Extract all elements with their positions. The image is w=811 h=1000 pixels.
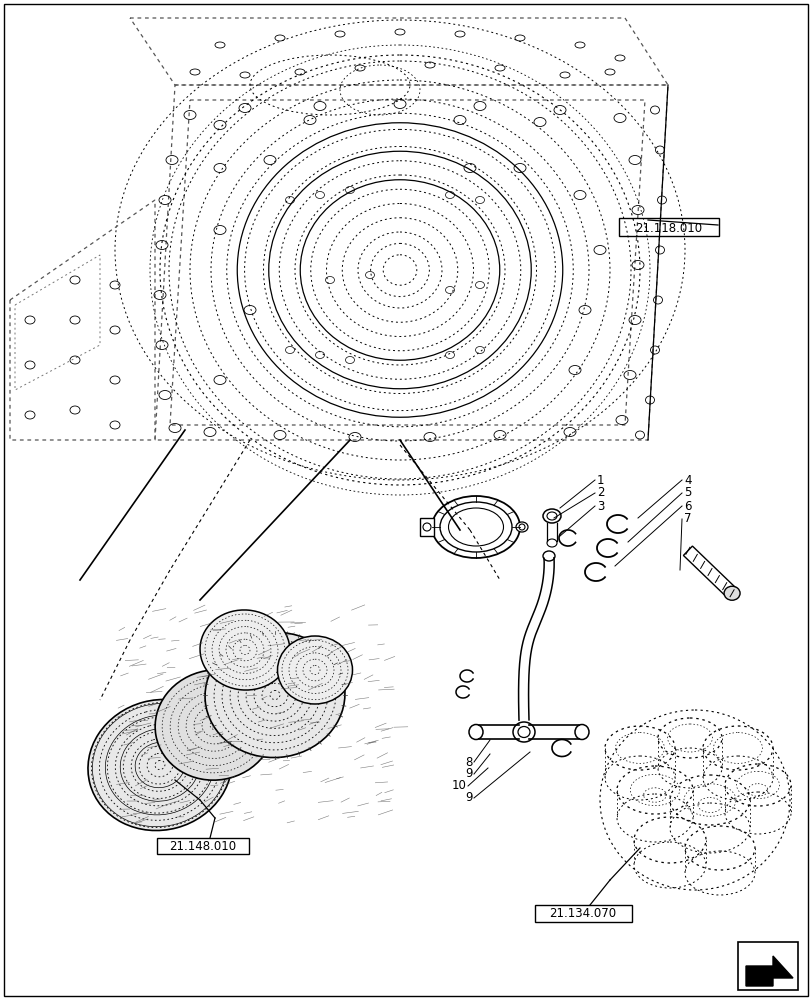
Text: 9: 9 (465, 767, 473, 780)
Ellipse shape (513, 722, 534, 742)
Text: 3: 3 (596, 499, 603, 512)
Ellipse shape (469, 724, 483, 740)
Ellipse shape (574, 724, 588, 740)
Text: 1: 1 (596, 474, 603, 487)
Ellipse shape (277, 636, 352, 704)
Bar (737, 942, 797, 990)
Ellipse shape (205, 632, 345, 758)
Bar (157, 838, 249, 854)
Text: 6: 6 (683, 499, 691, 512)
Ellipse shape (200, 610, 290, 690)
Ellipse shape (155, 670, 274, 780)
Bar (534, 905, 631, 922)
Ellipse shape (88, 699, 232, 831)
Text: 21.134.070: 21.134.070 (549, 907, 616, 920)
Text: 8: 8 (465, 756, 473, 768)
Bar (618, 218, 718, 236)
Polygon shape (745, 956, 792, 986)
Ellipse shape (723, 586, 739, 600)
FancyArrow shape (683, 546, 736, 598)
Ellipse shape (515, 522, 527, 532)
Text: 10: 10 (452, 779, 466, 792)
Text: 5: 5 (683, 487, 690, 499)
Text: 21.148.010: 21.148.010 (169, 840, 236, 853)
Bar (419, 518, 433, 536)
Text: 21.118.010: 21.118.010 (635, 222, 702, 234)
Text: 7: 7 (683, 512, 691, 526)
Text: 4: 4 (683, 474, 691, 487)
Text: 9: 9 (465, 791, 473, 804)
Text: 2: 2 (596, 487, 603, 499)
